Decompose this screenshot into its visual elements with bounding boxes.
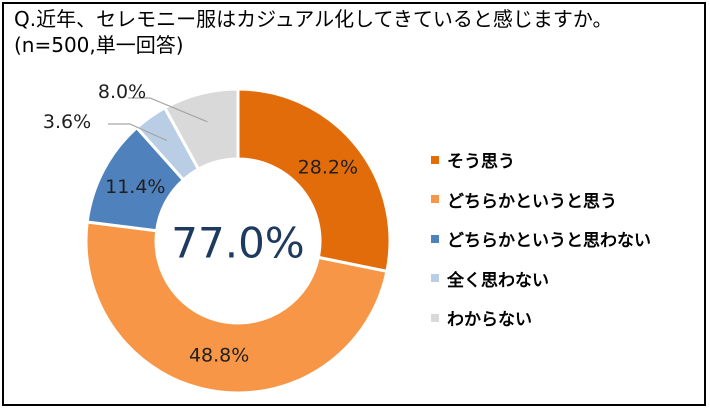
- slice-value-label-3: 11.4%: [105, 176, 165, 198]
- legend-label: どちらかというと思う: [447, 191, 617, 212]
- legend-item-4: 全く思わない: [431, 267, 651, 291]
- slice-value-label-1: 28.2%: [298, 157, 358, 179]
- legend-item-3: どちらかというと思わない: [431, 227, 651, 251]
- legend-swatch: [431, 234, 439, 243]
- slice-value-label-5: 8.0%: [98, 81, 146, 103]
- legend-label: 全く思わない: [447, 270, 549, 291]
- legend-item-5: わからない: [431, 306, 651, 330]
- chart-legend: そう思うどちらかというと思うどちらかというと思わない 全く思わない わからない: [431, 148, 651, 346]
- slice-value-label-2: 48.8%: [189, 344, 249, 366]
- chart-title: Q.近年、セレモニー服はカジュアル化してきていると感じますか。 (n=500,単…: [14, 6, 613, 58]
- leader-line-4: [108, 123, 168, 142]
- slice-value-label-4: 3.6%: [43, 111, 91, 133]
- donut-slice-1: [236, 87, 392, 274]
- legend-swatch: [431, 313, 439, 322]
- legend-item-1: そう思う: [431, 148, 651, 172]
- legend-label: わからない: [447, 310, 532, 330]
- legend-label: どちらかというと思わない: [447, 231, 651, 251]
- legend-swatch: [431, 274, 439, 282]
- legend-item-2: どちらかというと思う: [431, 188, 651, 212]
- center-total-label: 77.0%: [171, 219, 304, 268]
- legend-label: そう思う: [447, 152, 515, 172]
- legend-swatch: [431, 195, 439, 203]
- title-sample-note: (n=500,単一回答): [14, 33, 184, 57]
- leader-line-5: [128, 97, 208, 123]
- donut-slice-5: [162, 87, 240, 172]
- title-question: Q.近年、セレモニー服はカジュアル化してきていると感じますか。: [14, 7, 613, 31]
- legend-swatch: [431, 155, 439, 164]
- donut-slice-2: [84, 220, 389, 395]
